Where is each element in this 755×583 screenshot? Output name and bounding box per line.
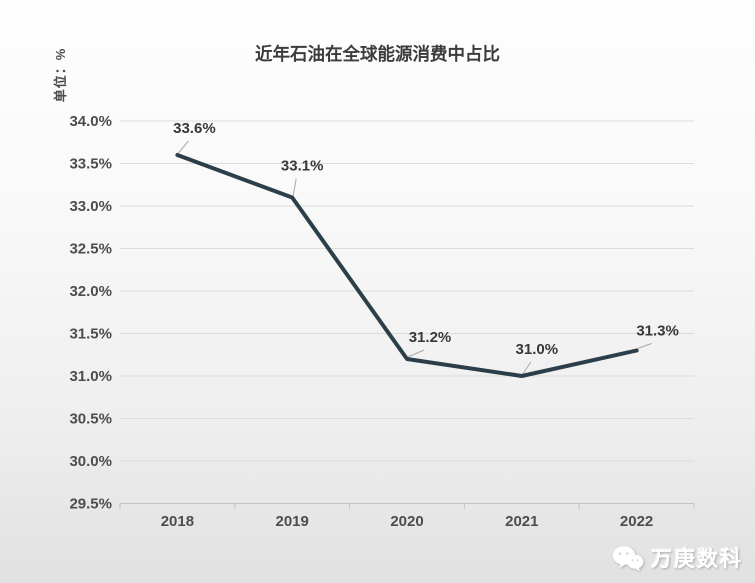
series-line-oil-share <box>175 153 639 378</box>
watermark: 万庚数科 <box>612 543 743 573</box>
data-point-label: 33.1% <box>281 158 324 175</box>
x-tick-label: 2018 <box>161 513 194 530</box>
data-point-label: 31.0% <box>516 341 559 358</box>
wechat-icon <box>612 545 644 571</box>
watermark-text: 万庚数科 <box>651 548 743 571</box>
leader-line <box>522 361 532 375</box>
y-tick-label: 30.5% <box>69 411 112 428</box>
leader-line <box>178 140 189 154</box>
y-tick-label: 32.5% <box>69 241 112 258</box>
x-tick-label: 2022 <box>620 513 653 530</box>
y-tick-label: 32.0% <box>69 283 112 300</box>
leader-line <box>637 343 652 349</box>
y-tick-label: 31.0% <box>69 368 112 385</box>
y-tick-label: 33.0% <box>69 198 112 215</box>
chart-title: 近年石油在全球能源消费中占比 <box>255 44 500 64</box>
x-tick-label: 2020 <box>390 513 423 530</box>
y-tick-label: 29.5% <box>69 496 112 513</box>
y-tick-label: 34.0% <box>69 113 112 130</box>
data-point-label: 31.2% <box>409 329 452 346</box>
y-tick-label: 33.5% <box>69 156 112 173</box>
leader-line <box>292 178 297 196</box>
x-tick-label: 2021 <box>505 513 538 530</box>
x-tick-label: 2019 <box>276 513 309 530</box>
data-point-label: 33.6% <box>173 120 216 137</box>
y-tick-label: 30.0% <box>69 453 112 470</box>
data-point-label: 31.3% <box>636 323 679 340</box>
y-tick-label: 31.5% <box>69 326 112 343</box>
leader-line <box>407 349 425 358</box>
